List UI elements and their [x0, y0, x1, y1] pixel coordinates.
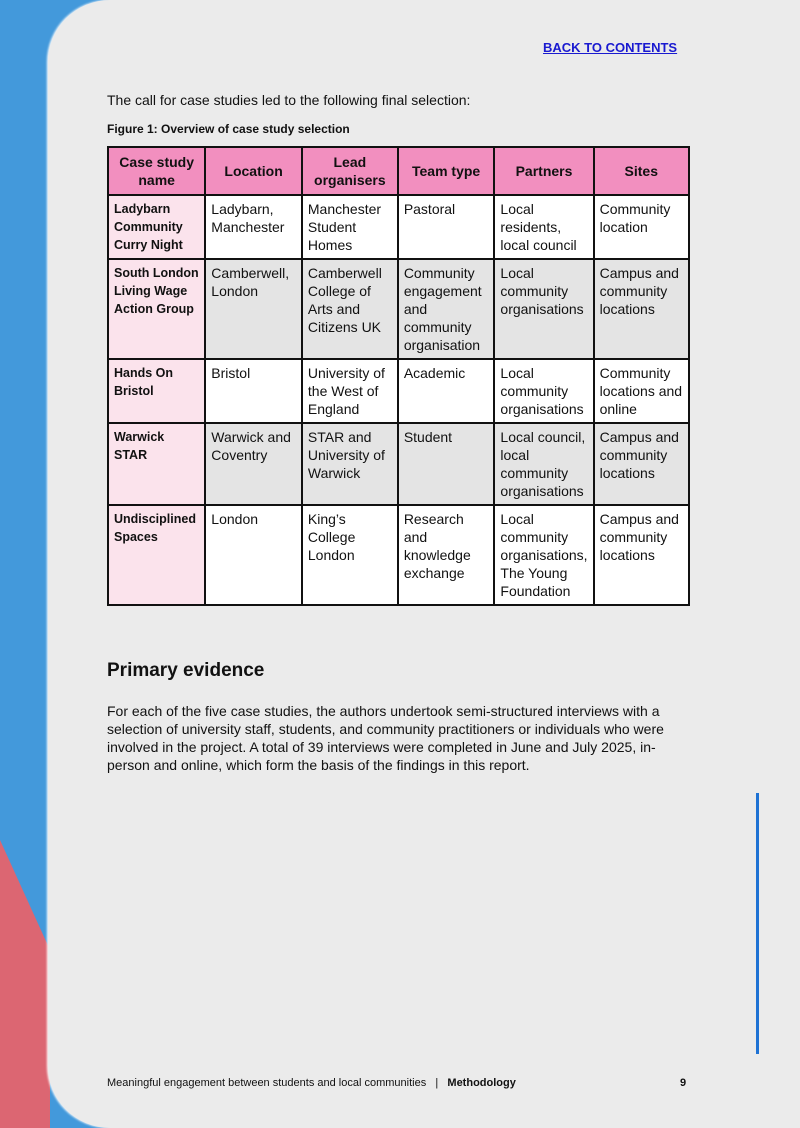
table-cell: Camberwell College of Arts and Citizens …	[300, 258, 399, 360]
table-cell: STAR and University of Warwick	[300, 422, 399, 506]
footer-title: Meaningful engagement between students a…	[107, 1077, 427, 1089]
table-row: Undisciplined Spaces London King’s College…	[106, 504, 691, 606]
table-row: Hands On Bristol Bristol University of the…	[106, 358, 691, 424]
column-header: Partners	[493, 146, 595, 196]
column-header: Sites	[592, 146, 691, 196]
intro-text: The call for case studies led to the fol…	[107, 92, 471, 108]
table-cell: Pastoral	[396, 194, 496, 260]
table-cell: Campus and community locations	[592, 422, 691, 506]
case-study-name-cell: Ladybarn Community Curry Night	[106, 194, 207, 260]
table-cell: Manchester Student Homes	[300, 194, 399, 260]
table-cell: Local community organisations, The Young…	[493, 504, 595, 606]
table-cell: Local community organisations	[493, 258, 595, 360]
footer-separator: |	[435, 1077, 439, 1089]
page-number: 9	[680, 1077, 687, 1089]
case-study-name-cell: Warwick STAR	[106, 422, 207, 506]
column-header: Lead organisers	[300, 146, 399, 196]
table-cell: Ladybarn, Manchester	[204, 194, 303, 260]
table-cell: Community engagement and community organ…	[396, 258, 496, 360]
table-cell: Bristol	[204, 358, 303, 424]
table-cell: Warwick and Coventry	[204, 422, 303, 506]
table-header-row: Case study name Location Lead organisers…	[106, 146, 691, 196]
table-row: Ladybarn Community Curry Night Ladybarn, …	[106, 194, 691, 260]
figure-caption: Figure 1: Overview of case study selecti…	[107, 122, 350, 136]
case-study-name-cell: Undisciplined Spaces	[106, 504, 207, 606]
back-to-contents-link[interactable]: BACK TO CONTENTS	[543, 40, 678, 55]
blue-rule	[756, 793, 759, 1054]
table-row: South London Living Wage Action Group Cam…	[106, 258, 691, 360]
table-cell: Academic	[396, 358, 496, 424]
table-cell: Community location	[592, 194, 691, 260]
table-cell: Campus and community locations	[592, 258, 691, 360]
table-cell: Student	[396, 422, 496, 506]
table-cell: Camberwell, London	[204, 258, 303, 360]
table-cell: Local community organisations	[493, 358, 595, 424]
table-cell: Community locations and online	[592, 358, 691, 424]
case-study-name-cell: South London Living Wage Action Group	[106, 258, 207, 360]
case-study-table: Case study name Location Lead organisers…	[106, 146, 691, 606]
column-header: Case study name	[106, 146, 207, 196]
case-study-name-cell: Hands On Bristol	[106, 358, 207, 424]
table-cell: Research and knowledge exchange	[396, 504, 496, 606]
column-header: Location	[204, 146, 303, 196]
table-cell: Campus and community locations	[592, 504, 691, 606]
table-row: Warwick STAR Warwick and Coventry STAR and…	[106, 422, 691, 506]
footer-section: Methodology	[447, 1077, 516, 1089]
table-cell: University of the West of England	[300, 358, 399, 424]
section-body: For each of the five case studies, the a…	[107, 703, 664, 773]
table-cell: London	[204, 504, 303, 606]
section-title: Primary evidence	[107, 660, 265, 681]
table-cell: King’s College London	[300, 504, 399, 606]
table-cell: Local council, local community organisat…	[493, 422, 595, 506]
column-header: Team type	[396, 146, 496, 196]
table-cell: Local residents, local council	[493, 194, 595, 260]
footer: Meaningful engagement between students a…	[107, 1077, 516, 1089]
